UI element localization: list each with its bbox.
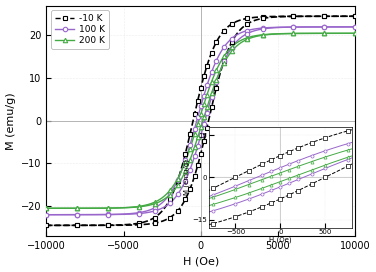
100 K: [214, 80, 218, 83]
Line: -10 K: -10 K: [44, 14, 357, 228]
-10 K: [137, 223, 141, 226]
-10 K: [183, 198, 188, 201]
-10 K: [44, 224, 49, 227]
-10 K: [202, 139, 206, 143]
-10 K: [260, 17, 265, 20]
-10 K: [214, 86, 218, 89]
-10 K: [75, 224, 80, 227]
-10 K: [229, 41, 234, 44]
200 K: [222, 61, 226, 64]
100 K: [175, 193, 180, 196]
100 K: [152, 209, 157, 213]
200 K: [168, 193, 172, 196]
100 K: [75, 213, 80, 216]
-10 K: [175, 209, 180, 212]
100 K: [137, 212, 141, 215]
100 K: [106, 213, 111, 216]
100 K: [202, 123, 206, 126]
-10 K: [322, 15, 326, 18]
200 K: [214, 78, 218, 82]
100 K: [322, 25, 326, 29]
100 K: [193, 154, 197, 158]
-10 K: [209, 106, 214, 109]
Line: 200 K: 200 K: [44, 31, 357, 211]
100 K: [183, 179, 188, 183]
200 K: [44, 207, 49, 210]
-10 K: [205, 126, 209, 129]
Legend: -10 K, 100 K, 200 K: -10 K, 100 K, 200 K: [51, 10, 109, 49]
Line: 100 K: 100 K: [44, 25, 357, 217]
200 K: [183, 169, 188, 173]
100 K: [291, 26, 296, 29]
-10 K: [193, 174, 197, 177]
100 K: [168, 201, 172, 205]
-10 K: [291, 15, 296, 18]
100 K: [229, 46, 234, 49]
200 K: [196, 136, 200, 139]
200 K: [75, 207, 80, 210]
200 K: [229, 50, 234, 53]
X-axis label: H (Oe): H (Oe): [183, 256, 219, 267]
200 K: [175, 184, 180, 187]
100 K: [205, 111, 209, 115]
-10 K: [188, 187, 192, 191]
200 K: [137, 205, 141, 208]
200 K: [193, 145, 197, 149]
-10 K: [245, 22, 249, 26]
200 K: [245, 38, 249, 41]
200 K: [202, 116, 206, 119]
200 K: [106, 206, 111, 210]
-10 K: [152, 221, 157, 225]
100 K: [196, 144, 200, 148]
200 K: [291, 32, 296, 35]
100 K: [353, 25, 357, 29]
200 K: [209, 91, 214, 94]
200 K: [205, 106, 209, 109]
100 K: [188, 168, 192, 171]
-10 K: [106, 224, 111, 227]
-10 K: [353, 15, 357, 18]
200 K: [199, 126, 203, 129]
100 K: [245, 32, 249, 35]
Y-axis label: M (emu/g): M (emu/g): [6, 92, 15, 150]
-10 K: [196, 164, 200, 167]
100 K: [260, 27, 265, 31]
-10 K: [168, 216, 172, 219]
100 K: [222, 60, 226, 63]
100 K: [199, 134, 203, 137]
200 K: [260, 34, 265, 37]
200 K: [188, 158, 192, 162]
100 K: [44, 213, 49, 216]
100 K: [209, 95, 214, 98]
-10 K: [222, 59, 226, 63]
-10 K: [199, 152, 203, 155]
200 K: [322, 32, 326, 35]
200 K: [152, 202, 157, 205]
200 K: [353, 32, 357, 35]
